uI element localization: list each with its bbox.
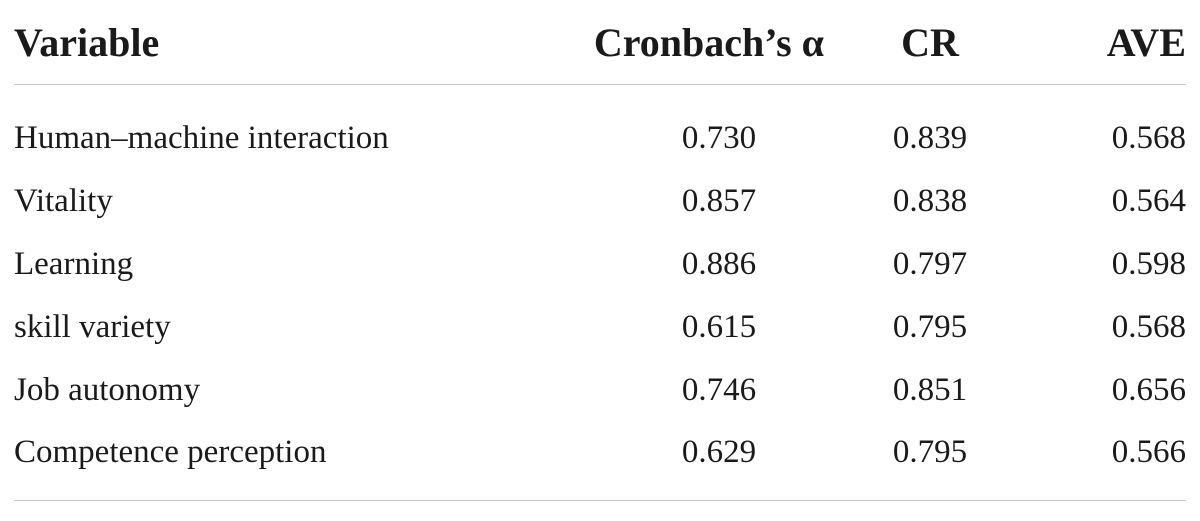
cell-ave: 0.568	[1111, 120, 1186, 156]
header-cronbach-alpha: Cronbach’s α	[534, 0, 824, 85]
header-spacer	[14, 85, 1186, 108]
table-row: Competence perception 0.629 0.795 0.566	[14, 422, 1186, 501]
table-row: skill variety 0.615 0.795 0.568	[14, 296, 1186, 359]
cell-variable: skill variety	[14, 309, 171, 345]
cell-alpha: 0.886	[681, 246, 757, 282]
cell-ave: 0.656	[1111, 372, 1186, 408]
cell-variable: Learning	[14, 246, 134, 282]
cell-ave: 0.568	[1111, 309, 1186, 345]
reliability-table-container: Variable Cronbach’s α CR AVE Human–machi…	[14, 0, 1186, 501]
header-variable: Variable	[14, 0, 534, 85]
cell-cr: 0.838	[892, 183, 968, 219]
cell-alpha: 0.629	[534, 422, 824, 501]
cell-cr: 0.795	[824, 422, 1036, 501]
table-body: Human–machine interaction 0.730 0.839 0.…	[14, 85, 1186, 501]
cell-alpha: 0.857	[681, 183, 757, 219]
cell-alpha: 0.615	[681, 309, 757, 345]
cell-ave: 0.564	[1111, 183, 1186, 219]
cell-variable: Human–machine interaction	[14, 120, 389, 156]
header-row: Variable Cronbach’s α CR AVE	[14, 0, 1186, 85]
cell-variable: Job autonomy	[14, 372, 201, 408]
table-row: Learning 0.886 0.797 0.598	[14, 233, 1186, 296]
reliability-table: Variable Cronbach’s α CR AVE Human–machi…	[14, 0, 1186, 501]
table-row: Human–machine interaction 0.730 0.839 0.…	[14, 107, 1186, 170]
header-cr: CR	[824, 0, 1036, 85]
cell-alpha: 0.746	[681, 372, 757, 408]
cell-alpha: 0.730	[681, 120, 757, 156]
cell-cr: 0.797	[892, 246, 968, 282]
header-ave: AVE	[1036, 0, 1186, 85]
cell-ave: 0.566	[1036, 422, 1186, 501]
cell-cr: 0.839	[892, 120, 968, 156]
cell-cr: 0.851	[892, 372, 968, 408]
cell-ave: 0.598	[1111, 246, 1186, 282]
table-row: Vitality 0.857 0.838 0.564	[14, 170, 1186, 233]
table-header: Variable Cronbach’s α CR AVE	[14, 0, 1186, 85]
cell-variable: Competence perception	[14, 422, 534, 501]
cell-variable: Vitality	[14, 183, 113, 219]
cell-cr: 0.795	[892, 309, 968, 345]
table-row: Job autonomy 0.746 0.851 0.656	[14, 359, 1186, 422]
